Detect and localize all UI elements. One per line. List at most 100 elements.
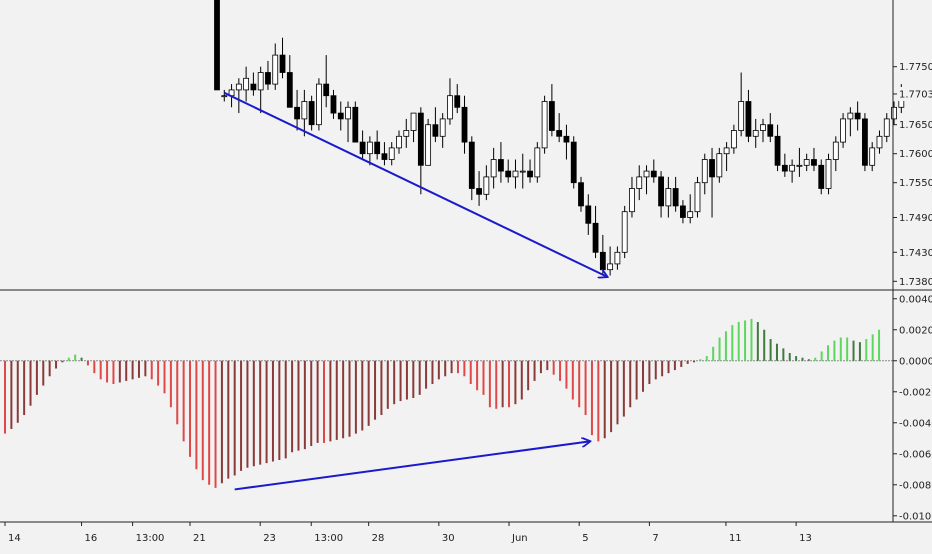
candle-body (295, 107, 300, 119)
candle-body (469, 142, 474, 188)
candle-body (316, 84, 321, 125)
price-axis-label: 1.76000 (899, 149, 932, 160)
candle-body (571, 142, 576, 183)
candle-body (797, 165, 802, 166)
candle-body (877, 136, 882, 148)
candle-body (528, 171, 533, 177)
candle-body (666, 189, 671, 206)
candle-body (826, 160, 831, 189)
oscillator-axis-label: -0.0060 (899, 449, 932, 460)
candle (535, 142, 540, 183)
candle-body (557, 131, 562, 137)
candle-body (287, 73, 292, 108)
candle-body (804, 160, 809, 166)
candle-body (491, 160, 496, 177)
candle-body (841, 119, 846, 142)
candle-body (549, 102, 554, 131)
candle (622, 206, 627, 258)
candle (215, 0, 220, 90)
time-axis-label: 30 (442, 533, 455, 544)
candle-body (833, 142, 838, 159)
candle-body (433, 125, 438, 137)
candle-body (870, 148, 875, 165)
candle-body (280, 55, 285, 72)
candle-body (768, 125, 773, 137)
time-axis-label: 16 (85, 533, 98, 544)
candle-body (535, 148, 540, 177)
oscillator-axis-label: 0.0040 (899, 294, 932, 305)
candle-body (811, 160, 816, 166)
time-axis-label: 7 (652, 533, 658, 544)
candle-body (484, 177, 489, 194)
price-axis-label: 1.77500 (899, 62, 932, 73)
candle-body (688, 212, 693, 218)
candle-body (855, 113, 860, 119)
candle-body (586, 206, 591, 223)
price-axis-label: 1.74300 (899, 248, 932, 259)
time-axis-label: 28 (372, 533, 385, 544)
candle-body (222, 96, 227, 97)
oscillator-axis-label: 0.0020 (899, 325, 932, 336)
candle-body (447, 96, 452, 119)
candle-body (892, 107, 897, 119)
candle (353, 102, 358, 143)
candle-body (731, 131, 736, 148)
candle-body (600, 252, 605, 269)
time-axis-label: 13:00 (314, 533, 343, 544)
candle-body (367, 142, 372, 154)
candle-body (404, 131, 409, 137)
candle-body (615, 252, 620, 264)
oscillator-axis-label: 0.0000 (899, 356, 932, 367)
candle-body (564, 136, 569, 142)
candle-body (331, 96, 336, 113)
candle-body (236, 84, 241, 90)
candle-body (542, 102, 547, 148)
candle-body (608, 264, 613, 270)
candle-body (659, 177, 664, 206)
candle-body (389, 148, 394, 160)
time-axis-label: Jun (511, 533, 528, 544)
candle-body (790, 165, 795, 171)
candle-body (258, 73, 263, 90)
candle-body (302, 102, 307, 119)
candle-body (244, 78, 249, 90)
candle-body (579, 183, 584, 206)
candle-body (426, 125, 431, 166)
candle-body (375, 142, 380, 154)
candle-body (346, 107, 351, 119)
candle-body (782, 165, 787, 171)
candle-body (353, 107, 358, 142)
oscillator-axis-label: -0.0040 (899, 418, 932, 429)
time-axis-label: 11 (729, 533, 742, 544)
candle-body (477, 189, 482, 195)
candle (426, 119, 431, 165)
candle-body (593, 223, 598, 252)
candle-body (651, 171, 656, 177)
candle-body (360, 142, 365, 154)
candle-body (848, 113, 853, 119)
candle-body (324, 84, 329, 96)
candle-body (629, 189, 634, 212)
candle-body (265, 73, 270, 85)
time-axis-label: 5 (582, 533, 588, 544)
candle-body (695, 183, 700, 212)
candle-body (717, 154, 722, 177)
candle-body (884, 119, 889, 136)
candle-body (382, 154, 387, 160)
time-axis-label: 13 (799, 533, 812, 544)
candle-body (418, 113, 423, 165)
candle-body (397, 136, 402, 148)
time-axis-label: 13:00 (136, 533, 165, 544)
candle (571, 136, 576, 188)
candle (695, 177, 700, 218)
candle-body (862, 119, 867, 165)
candle-body (462, 107, 467, 142)
time-axis-label: 21 (193, 533, 206, 544)
candle-body (673, 189, 678, 206)
candle-body (761, 125, 766, 131)
candle-body (498, 160, 503, 172)
candle (316, 78, 321, 130)
candle-body (637, 177, 642, 189)
